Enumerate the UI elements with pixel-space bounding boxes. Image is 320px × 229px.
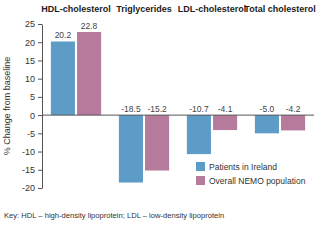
y-tick-mark [38,24,42,25]
legend-label: Overall NEMO population [209,176,306,186]
y-tick-mark [38,188,42,189]
y-tick-label: -15 [22,165,35,175]
x-tick-label: LDL-cholesterol [178,4,247,14]
data-label: 20.2 [55,30,72,40]
y-axis: -20 -15 -10 -5 0 5 10 15 20 25 [22,19,43,193]
bars [51,32,305,183]
data-label: -15.2 [147,104,167,114]
legend-swatch [196,176,205,185]
legend-label: Patients in Ireland [209,162,277,172]
x-tick: HDL-cholesterol [41,4,111,14]
y-tick: -15 [22,165,42,175]
y-tick-label: -5 [27,129,35,139]
y-tick: -10 [22,147,42,157]
y-tick-mark [38,170,42,171]
data-label: -4.2 [286,104,301,114]
annotation: Key: HDL – high-density lipoprotein; LDL… [4,211,224,220]
y-tick: 5 [30,92,42,102]
data-label: -18.5 [121,104,141,114]
legend-item: Patients in Ireland [196,162,277,172]
bar [255,115,279,133]
y-tick: -20 [22,183,42,193]
bar [281,115,305,130]
bar [145,115,169,170]
y-tick: -5 [27,129,42,139]
bar [119,115,143,182]
y-tick-mark [38,152,42,153]
y-tick-label: -10 [22,147,35,157]
y-tick-label: 10 [25,74,35,84]
data-label: -5.0 [260,104,275,114]
x-tick-label: Total cholesterol [244,4,315,14]
y-tick-label: 25 [25,19,35,29]
y-tick-label: 15 [25,56,35,66]
y-tick: 10 [25,74,42,84]
bar [77,32,101,115]
y-tick-label: 0 [30,110,35,120]
x-tick: Triglycerides [116,4,172,14]
y-tick-mark [38,133,42,134]
legend: Patients in Ireland Overall NEMO populati… [196,162,306,186]
x-tick: LDL-cholesterol [178,4,247,14]
y-tick: 15 [25,56,42,66]
x-tick: Total cholesterol [244,4,315,14]
zero-line [42,115,314,116]
y-axis-line [42,25,43,189]
legend-swatch [196,162,205,171]
x-axis: HDL-cholesterol Triglycerides LDL-choleste… [41,4,315,14]
y-tick-mark [38,42,42,43]
bar [213,115,237,130]
chart: -20 -15 -10 -5 0 5 10 15 20 25 % Change from basel… [0,0,320,229]
y-tick-label: -20 [22,183,35,193]
y-tick-mark [38,97,42,98]
y-tick-mark [38,79,42,80]
data-label: -4.1 [218,104,233,114]
x-tick-label: Triglycerides [116,4,172,14]
x-tick-label: HDL-cholesterol [41,4,111,14]
y-tick-mark [38,115,42,116]
bar [51,41,75,115]
bar [187,115,211,154]
y-tick-mark [38,60,42,61]
y-tick: 0 [30,110,42,120]
data-label: -10.7 [189,104,209,114]
y-tick: 25 [25,19,42,29]
y-tick-label: 20 [25,38,35,48]
legend-item: Overall NEMO population [196,176,306,186]
y-tick: 20 [25,38,42,48]
data-labels: 20.2 -18.5 -10.7 -5.0 22.8 -15.2 -4.1 -4.2 [55,21,301,114]
y-axis-title: % Change from baseline [2,57,12,156]
data-label: 22.8 [81,21,98,31]
y-tick-label: 5 [30,92,35,102]
